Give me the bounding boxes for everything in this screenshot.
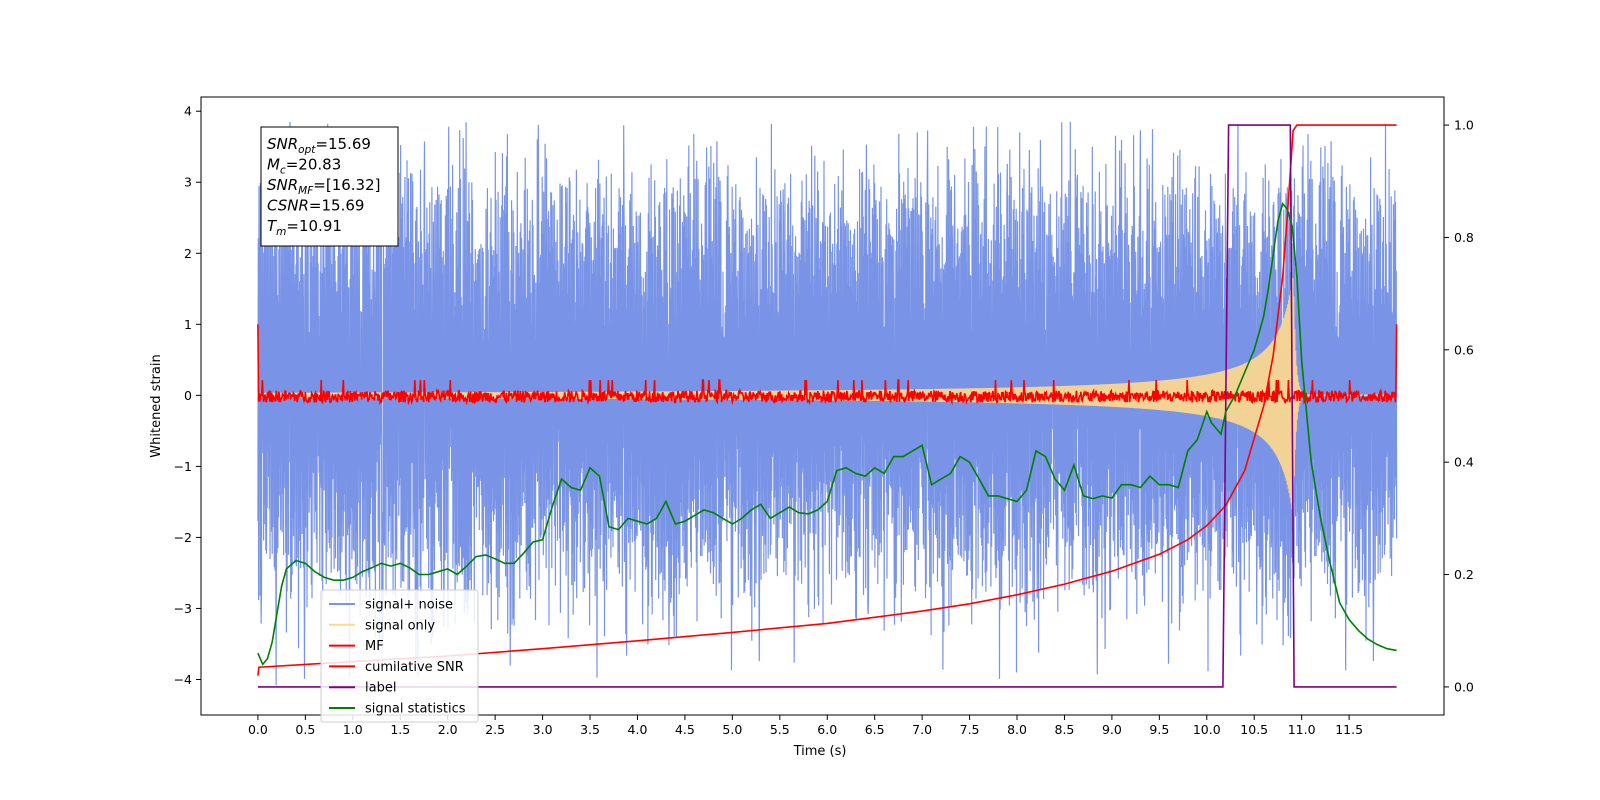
- y-left-tick-label: 1: [184, 317, 192, 332]
- legend-label-label: label: [365, 681, 396, 696]
- legend: signal+ noise signal only MF cumilative SNR…: [320, 589, 479, 723]
- stats-line: CSNR=15.69: [267, 197, 364, 215]
- y-left-tick-label: −1: [174, 459, 192, 474]
- x-tick-label: 1.5: [390, 722, 410, 737]
- x-tick-label: 5.5: [770, 722, 790, 737]
- y-right-tick-label: 0.2: [1454, 567, 1474, 582]
- x-tick-label: 8.5: [1055, 722, 1075, 737]
- series-signal-noise: [257, 121, 1398, 686]
- stats-box: SNRopt=15.69Mc=20.83SNRMF=[16.32]CSNR=15…: [260, 126, 399, 247]
- x-tick-label: 0.0: [248, 722, 268, 737]
- y-axis-left: 4 3 2 1 0 −1 −2 −3 −4: [174, 104, 201, 687]
- legend-label-cumilative-snr: cumilative SNR: [365, 660, 464, 675]
- x-axis: 0.0 0.5 1.0 1.5 2.0 2.5 3.0 3.5 4.0 4.5 5.0 5.5 6.0 6…: [248, 715, 1363, 737]
- y-left-tick-label: −3: [174, 601, 192, 616]
- stats-line: Tm=10.91: [267, 217, 342, 238]
- legend-frame: [320, 589, 479, 723]
- series-layer: [257, 121, 1398, 688]
- x-tick-label: 11.0: [1288, 722, 1316, 737]
- x-tick-label: 1.0: [343, 722, 363, 737]
- y-left-tick-label: −4: [174, 672, 192, 687]
- x-tick-label: 7.5: [960, 722, 980, 737]
- x-tick-label: 11.5: [1335, 722, 1363, 737]
- y-right-tick-label: 1.0: [1454, 118, 1474, 133]
- x-tick-label: 4.0: [628, 722, 648, 737]
- x-tick-label: 4.5: [675, 722, 695, 737]
- x-tick-label: 3.0: [533, 722, 553, 737]
- x-tick-label: 9.5: [1149, 722, 1169, 737]
- stats-line: SNRopt=15.69: [267, 135, 371, 156]
- y-right-tick-label: 0.6: [1454, 342, 1474, 357]
- stats-line: SNRMF=[16.32]: [267, 176, 381, 197]
- x-tick-label: 8.0: [1007, 722, 1027, 737]
- y-right-tick-label: 0.4: [1454, 455, 1474, 470]
- x-tick-label: 0.5: [295, 722, 315, 737]
- series-mf: [257, 324, 1398, 406]
- y-left-tick-label: 3: [184, 175, 192, 190]
- y-left-tick-label: −2: [174, 530, 192, 545]
- y-left-tick-label: 2: [184, 246, 192, 261]
- x-tick-label: 3.5: [580, 722, 600, 737]
- legend-label-signal-noise: signal+ noise: [365, 598, 453, 613]
- stats-line: Mc=20.83: [267, 156, 341, 177]
- x-tick-label: 10.0: [1193, 722, 1221, 737]
- y-left-tick-label: 4: [184, 104, 192, 119]
- y-left-tick-label: 0: [184, 388, 192, 403]
- x-tick-label: 9.0: [1102, 722, 1122, 737]
- x-tick-label: 6.5: [865, 722, 885, 737]
- stats-box-frame: [260, 126, 399, 247]
- x-axis-label: Time (s): [793, 744, 847, 759]
- x-tick-label: 2.0: [438, 722, 458, 737]
- y-right-tick-label: 0.0: [1454, 679, 1474, 694]
- y-axis-right: 1.0 0.8 0.6 0.4 0.2 0.0: [1444, 118, 1474, 694]
- plot-frame: [200, 96, 1445, 716]
- legend-label-signal-only: signal only: [365, 618, 435, 633]
- series-signal-statistics: [257, 202, 1397, 666]
- x-tick-label: 2.5: [485, 722, 505, 737]
- y-right-tick-label: 0.8: [1454, 230, 1474, 245]
- y-axis-label: Whitened strain: [149, 354, 164, 457]
- x-tick-label: 7.0: [912, 722, 932, 737]
- x-tick-label: 5.0: [722, 722, 742, 737]
- x-tick-label: 6.0: [817, 722, 837, 737]
- series-label: [257, 124, 1397, 688]
- legend-label-signal-statistics: signal statistics: [365, 702, 466, 717]
- x-tick-label: 10.5: [1240, 722, 1268, 737]
- legend-label-mf: MF: [365, 639, 384, 654]
